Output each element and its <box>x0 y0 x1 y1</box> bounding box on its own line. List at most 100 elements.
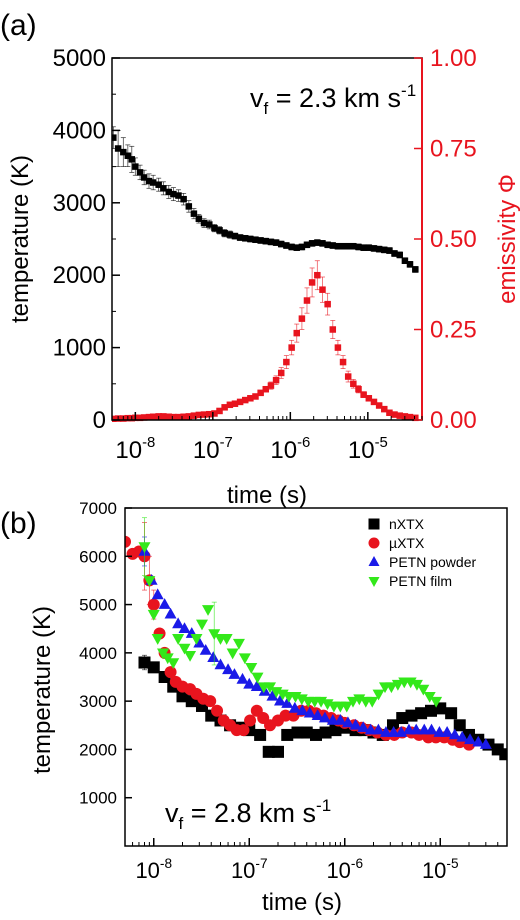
y-tick-label: 2000 <box>79 740 117 759</box>
data-point <box>172 617 185 629</box>
data-point <box>190 634 203 645</box>
data-point <box>149 179 157 186</box>
data-point <box>324 241 331 249</box>
data-point <box>158 598 171 609</box>
data-point <box>433 726 446 737</box>
data-point <box>311 709 324 720</box>
data-point <box>387 726 400 737</box>
data-point <box>310 728 322 741</box>
data-point <box>396 412 403 419</box>
data-point <box>145 177 153 185</box>
data-point <box>303 241 311 249</box>
panel-a-x-axis-label: time (s) <box>227 482 307 509</box>
x-tick-label: 10-6 <box>270 435 310 464</box>
data-point <box>415 707 428 720</box>
data-point <box>272 376 280 384</box>
data-point <box>124 152 132 159</box>
data-point <box>244 714 257 727</box>
data-point <box>360 391 367 398</box>
data-point <box>357 721 370 733</box>
data-point <box>479 738 492 749</box>
data-point <box>195 215 203 222</box>
data-point <box>178 643 191 655</box>
panel-b-x-axis-label: time (s) <box>262 889 342 916</box>
data-point <box>308 279 316 286</box>
data-point <box>214 658 227 670</box>
data-point <box>300 726 313 739</box>
data-point <box>226 401 234 409</box>
data-point <box>175 192 182 199</box>
data-point <box>145 413 153 421</box>
data-point <box>257 389 264 397</box>
data-point <box>222 663 235 675</box>
panel-b-x-ticks: 10-8 10-7 10-6 10-5 <box>124 838 508 883</box>
data-point <box>236 672 249 684</box>
data-point <box>424 704 437 717</box>
panel-a-y-ticks: 0 1000 2000 3000 4000 5000 <box>53 45 120 434</box>
data-point <box>241 396 249 404</box>
data-point <box>172 634 185 645</box>
panel-b-plot-area <box>125 517 507 761</box>
data-point <box>379 726 392 737</box>
data-point <box>151 634 164 645</box>
data-point <box>410 679 423 691</box>
data-point <box>375 245 383 253</box>
data-point <box>370 245 378 252</box>
data-point <box>360 244 367 251</box>
data-point <box>355 243 362 251</box>
y2-tick-label: 0.25 <box>430 317 477 344</box>
data-point <box>391 679 404 691</box>
legend-label-2: PETN powder <box>389 554 476 570</box>
data-point <box>147 598 160 611</box>
data-point <box>164 607 177 619</box>
data-point <box>329 242 337 249</box>
x-tick-label: 10-5 <box>348 435 388 464</box>
data-point <box>423 691 436 703</box>
x-tick-label: 10-7 <box>193 435 233 464</box>
panel-a-velocity-annotation: vf = 2.3 km s-1 <box>250 81 416 118</box>
data-point <box>319 286 326 293</box>
data-point <box>396 712 409 725</box>
data-point <box>296 704 309 716</box>
data-point <box>190 210 198 217</box>
data-point <box>132 163 139 170</box>
data-point <box>385 682 398 694</box>
data-point <box>339 358 347 366</box>
data-point <box>346 696 359 708</box>
data-point <box>160 413 167 420</box>
data-point <box>372 723 385 735</box>
data-point <box>271 745 284 758</box>
data-point <box>136 169 144 176</box>
data-point <box>151 588 164 600</box>
x-tick-label: 10-6 <box>326 856 363 883</box>
data-point <box>412 266 419 273</box>
panel-b-legend: nXTX µXTX PETN powder PETN film <box>368 516 476 589</box>
data-point <box>329 724 342 737</box>
data-point <box>221 229 228 237</box>
data-point <box>247 395 254 402</box>
data-point <box>207 651 220 663</box>
data-point <box>334 344 342 351</box>
data-point <box>375 402 383 409</box>
data-point <box>250 680 263 691</box>
legend-label-0: nXTX <box>389 516 425 532</box>
data-point <box>195 619 208 631</box>
data-point <box>264 682 277 694</box>
data-point <box>308 240 316 247</box>
data-point <box>266 689 279 701</box>
data-point <box>167 658 180 669</box>
y-tick-label: 4000 <box>79 644 117 663</box>
series-1 <box>112 260 419 422</box>
data-point <box>206 410 213 418</box>
y-tick-label: 5000 <box>79 596 117 615</box>
data-point <box>291 726 304 739</box>
data-point <box>143 576 156 587</box>
panel-a: (a) 10-8 10-7 10-6 10-5 0 1000 2000 3000 4000 50… <box>0 9 520 509</box>
data-point <box>262 237 270 245</box>
data-point <box>281 697 294 708</box>
data-point <box>221 404 228 411</box>
data-point <box>391 250 398 257</box>
data-point <box>267 238 275 246</box>
data-point <box>366 696 379 708</box>
